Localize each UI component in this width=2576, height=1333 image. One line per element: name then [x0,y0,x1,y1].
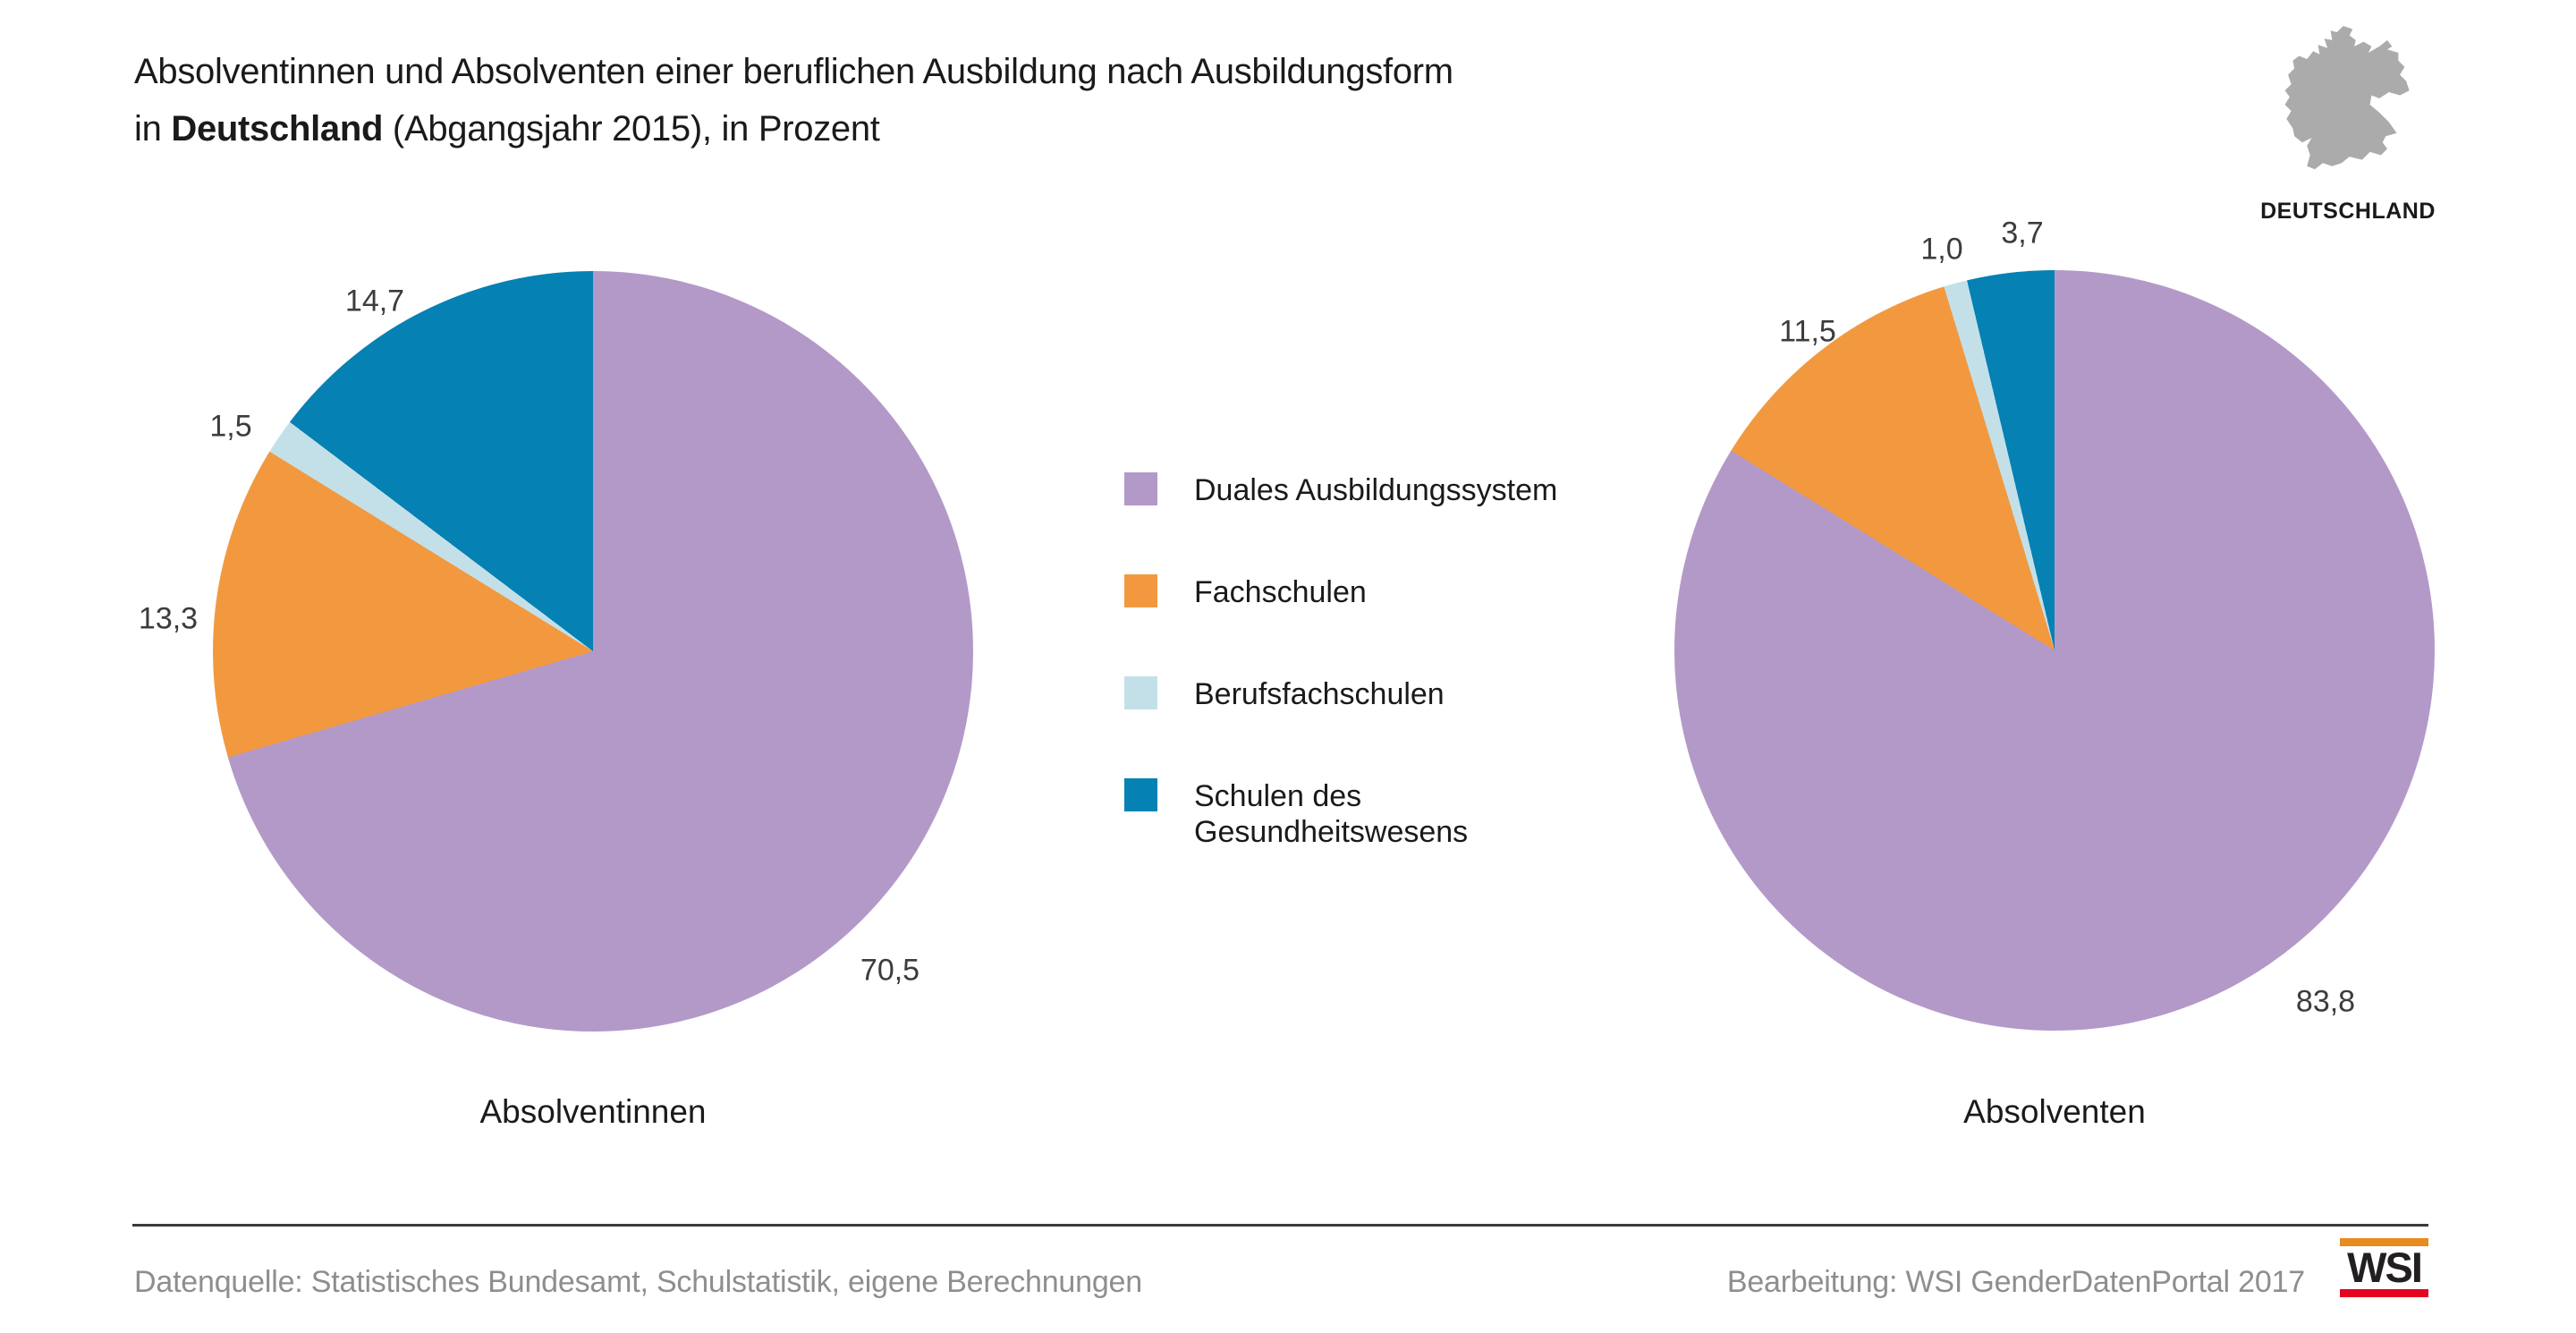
data-source-text: Datenquelle: Statistisches Bundesamt, Sc… [134,1265,1142,1299]
pie2-caption: Absolventen [1963,1093,2146,1130]
pie1-value-label-duales: 70,5 [860,953,920,988]
wsi-logo-bar-top [2340,1238,2428,1246]
wsi-logo: WSI [2340,1238,2428,1297]
pie-chart-absolventinnen [213,271,973,1032]
legend-swatch-gesundheitswesen-icon [1124,778,1157,811]
legend-item-duales: Duales Ausbildungssystem [1124,472,1557,508]
pie1-caption: Absolventinnen [479,1093,707,1130]
legend-label-berufsfachschulen: Berufsfachschulen [1194,677,1445,711]
region-label: DEUTSCHLAND [2260,199,2436,224]
chart-title-region-bold: Deutschland [171,109,384,149]
legend: Duales Ausbildungssystem Fachschulen Ber… [1124,472,1557,916]
germany-map-icon [2284,26,2410,170]
wsi-logo-text: WSI [2347,1244,2423,1291]
legend-item-berufsfachschulen: Berufsfachschulen [1124,676,1557,712]
legend-item-fachschulen: Fachschulen [1124,574,1557,610]
legend-label-fachschulen: Fachschulen [1194,575,1367,609]
legend-swatch-duales-icon [1124,472,1157,505]
pie2-value-label-berufsfachschulen: 1,0 [1920,232,1963,267]
legend-swatch-fachschulen-icon [1124,574,1157,607]
pie1-value-label-fachschulen: 13,3 [138,601,199,636]
pie-chart-absolventen [1674,270,2435,1031]
credit-text: Bearbeitung: WSI GenderDatenPortal 2017 [1726,1265,2305,1299]
chart-title-line1: Absolventinnen und Absolventen einer ber… [134,52,1453,91]
chart-title-line2: in Deutschland (Abgangsjahr 2015), in Pr… [134,109,880,149]
chart-title: Absolventinnen und Absolventen einer ber… [134,43,1453,157]
pie2-value-label-duales: 83,8 [2295,984,2356,1019]
legend-swatch-berufsfachschulen-icon [1124,676,1157,709]
legend-label-duales: Duales Ausbildungssystem [1194,473,1558,507]
legend-label-gesundheitswesen: Schulen des Gesundheitswesens [1194,779,1469,849]
region-badge: DEUTSCHLAND [2245,7,2451,225]
legend-item-gesundheitswesen: Schulen des Gesundheitswesens [1124,778,1557,850]
pie1-value-label-gesundheitswesen: 14,7 [344,284,405,318]
wsi-logo-bar-bottom [2340,1289,2428,1297]
pie2-value-label-fachschulen: 11,5 [1779,314,1836,349]
pie1-value-label-berufsfachschulen: 1,5 [209,409,252,444]
footer-divider [132,1224,2428,1227]
pie2-value-label-gesundheitswesen: 3,7 [2001,216,2044,250]
